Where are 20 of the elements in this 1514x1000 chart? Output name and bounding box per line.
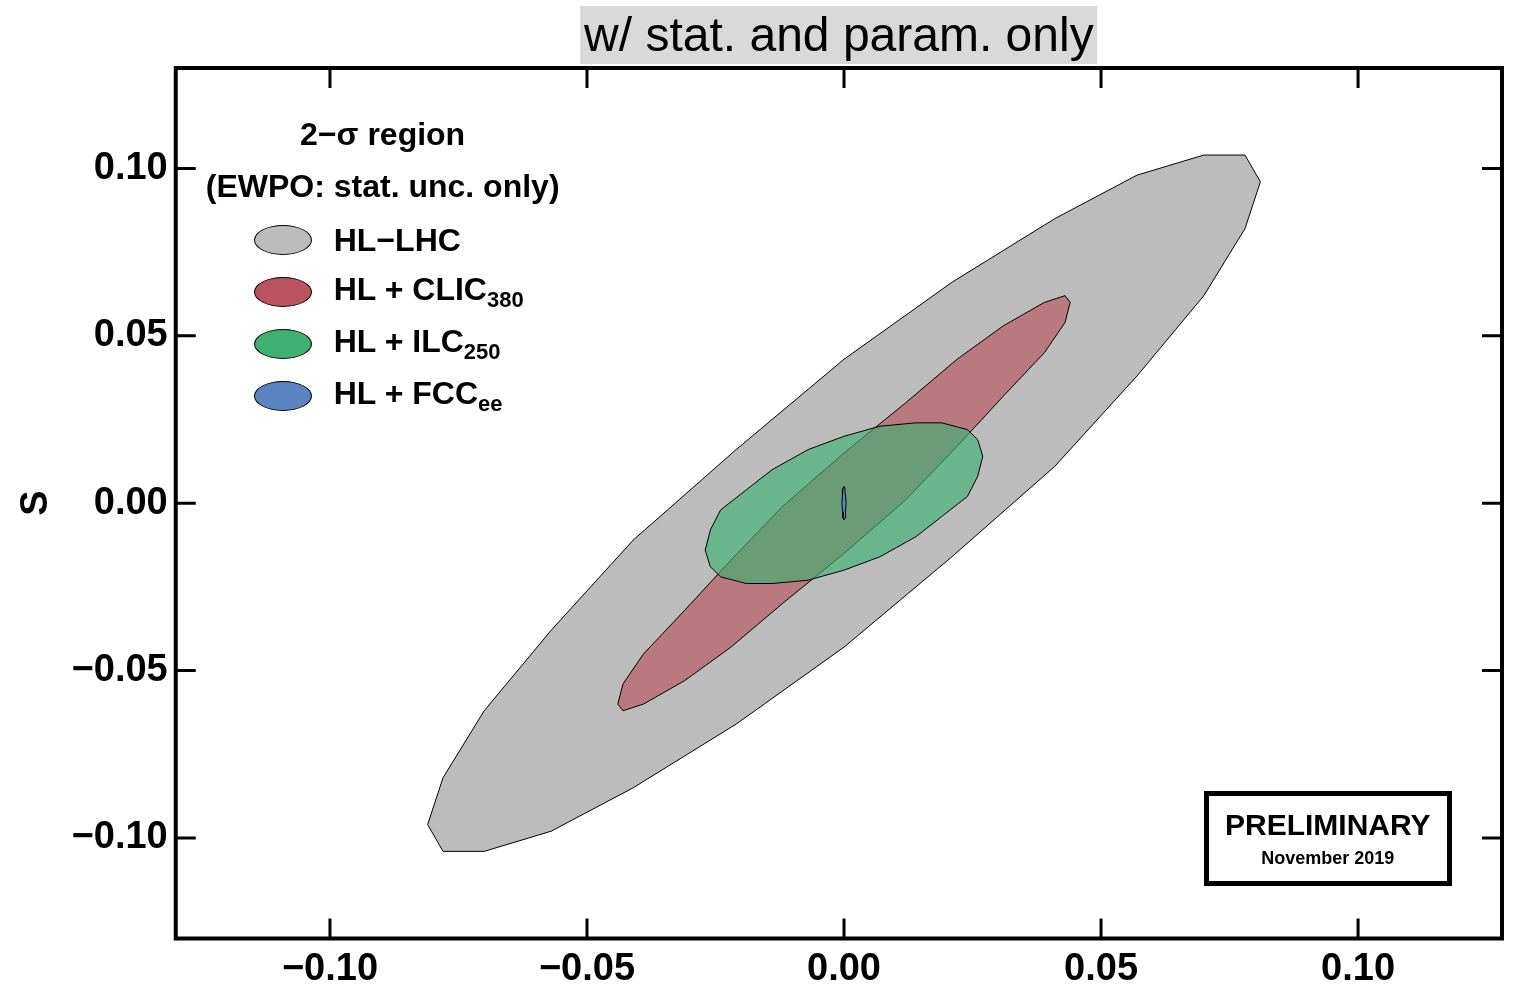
legend-label: HL + ILC$_{250}$ [333,322,501,366]
legend-label: HL−LHC [333,221,461,259]
legend-title: 2−σ region (EWPO: stat. unc. only) [205,115,560,206]
y-tick-label: −0.10 [71,814,168,857]
y-tick-label: 0.10 [93,144,168,187]
y-tick-label: −0.05 [71,647,168,690]
y-tick-label: 0.00 [93,479,168,522]
legend-label: HL + FCC$_{ee}$ [333,374,503,418]
y-axis-title: S [13,490,56,516]
x-tick-label: 0.00 [807,945,881,988]
x-tick-label: 0.05 [1064,945,1139,988]
annotation: November 2019 [1260,848,1396,870]
x-tick-label: −0.10 [281,945,379,988]
legend-label: HL + CLIC$_{380}$ [333,270,524,314]
y-tick-label: 0.05 [93,312,168,355]
x-tick-label: −0.05 [538,945,636,988]
stamp-box: PRELIMINARY November 2019 [1204,791,1452,887]
annotation: PRELIMINARY [1225,808,1431,843]
x-tick-label: 0.10 [1321,945,1396,988]
chart-title: w/ stat. and param. only [580,6,1098,64]
